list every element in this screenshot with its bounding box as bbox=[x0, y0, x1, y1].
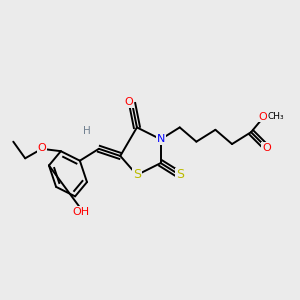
Text: S: S bbox=[176, 169, 184, 182]
Text: O: O bbox=[262, 142, 271, 153]
Text: O: O bbox=[38, 142, 46, 153]
Text: OH: OH bbox=[73, 207, 90, 217]
Text: O: O bbox=[259, 112, 267, 122]
Text: H: H bbox=[83, 126, 91, 136]
Text: CH₃: CH₃ bbox=[268, 112, 284, 121]
Text: S: S bbox=[133, 169, 141, 182]
Text: N: N bbox=[157, 134, 165, 144]
Text: O: O bbox=[124, 98, 133, 107]
